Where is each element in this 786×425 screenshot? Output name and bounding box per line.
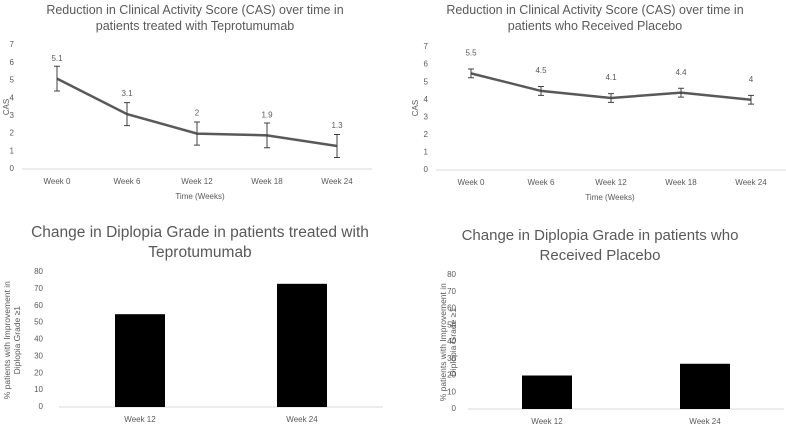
y-tick-label: 10 [447, 387, 456, 396]
bar [680, 363, 730, 409]
y-tick-label: 0 [10, 164, 15, 173]
x-tick-label: Week 18 [665, 178, 697, 187]
data-label: 4.1 [605, 73, 617, 82]
error-bar [538, 86, 544, 96]
y-tick-label: 6 [424, 60, 429, 69]
error-bar [678, 87, 684, 98]
y-tick-label: 5 [424, 77, 429, 86]
x-axis-label: Time (Weeks) [175, 192, 225, 201]
data-label: 4.4 [675, 68, 687, 77]
y-tick-label: 5 [10, 76, 15, 85]
x-tick-label: Week 12 [531, 417, 563, 425]
y-tick-label: 0 [424, 165, 429, 174]
error-bar [194, 121, 200, 146]
y-tick-label: 40 [34, 335, 43, 344]
error-bar [468, 68, 474, 79]
x-tick-label: Week 0 [458, 178, 486, 187]
x-tick-label: Week 0 [44, 177, 72, 186]
y-tick-label: 20 [447, 371, 456, 380]
data-label: 1.3 [331, 121, 343, 130]
x-tick-label: Week 24 [735, 178, 767, 187]
y-tick-label: 7 [424, 42, 429, 51]
data-label: 4 [749, 75, 754, 84]
y-tick-label: 70 [34, 284, 43, 293]
y-tick-label: 1 [10, 146, 15, 155]
y-tick-label: 1 [424, 148, 429, 157]
data-label: 5.1 [51, 54, 63, 63]
bar [115, 314, 165, 407]
y-tick-label: 60 [447, 304, 456, 313]
chart-title: Change in Diplopia Grade in patients tre… [31, 224, 369, 262]
y-tick-label: 10 [34, 385, 43, 394]
error-bar [608, 93, 614, 103]
x-tick-label: Week 24 [286, 415, 318, 424]
y-tick-label: 0 [452, 404, 457, 413]
y-tick-label: 4 [10, 93, 15, 102]
x-tick-label: Week 24 [689, 417, 721, 425]
x-tick-label: Week 12 [181, 177, 213, 186]
data-label: 1.9 [261, 110, 273, 119]
y-tick-label: 80 [447, 270, 456, 279]
y-tick-label: 60 [34, 301, 43, 310]
data-label: 5.5 [465, 48, 477, 57]
y-tick-label: 50 [447, 320, 456, 329]
error-bar [124, 102, 130, 127]
y-tick-label: 40 [447, 337, 456, 346]
y-tick-label: 70 [447, 287, 456, 296]
y-axis-label: % patients with Improvement in Diplopia … [1, 281, 22, 400]
y-tick-label: 30 [34, 351, 43, 360]
x-tick-label: Week 12 [124, 415, 156, 424]
y-tick-label: 3 [424, 112, 429, 121]
error-bar [334, 133, 340, 158]
y-tick-label: 2 [10, 129, 15, 138]
y-tick-label: 20 [34, 368, 43, 377]
y-axis-label: CAS [411, 100, 420, 116]
y-axis-label: % patients with Improvement in Diplopia … [437, 283, 458, 402]
x-tick-label: Week 12 [595, 178, 627, 187]
y-tick-label: 6 [10, 58, 15, 67]
data-label: 2 [195, 109, 200, 118]
bar [522, 375, 572, 409]
y-axis-label: CAS [2, 99, 11, 115]
chart-title: Reduction in Clinical Activity Score (CA… [446, 3, 744, 34]
error-bar [54, 65, 60, 92]
x-axis-label: Time (Weeks) [585, 193, 635, 202]
x-tick-label: Week 24 [321, 177, 353, 186]
data-label: 3.1 [121, 89, 133, 98]
y-tick-label: 3 [10, 111, 15, 120]
y-tick-label: 2 [424, 130, 429, 139]
chart-title: Reduction in Clinical Activity Score (CA… [46, 3, 344, 34]
y-tick-label: 7 [10, 40, 15, 49]
x-tick-label: Week 6 [114, 177, 142, 186]
y-tick-label: 80 [34, 267, 43, 276]
x-tick-label: Week 6 [528, 178, 556, 187]
y-tick-label: 30 [447, 354, 456, 363]
y-tick-label: 50 [34, 318, 43, 327]
error-bar [264, 122, 270, 149]
y-tick-label: 4 [424, 95, 429, 104]
y-tick-label: 0 [39, 402, 44, 411]
chart-title: Change in Diplopia Grade in patients who… [461, 227, 739, 264]
data-label: 4.5 [535, 66, 547, 75]
error-bar [748, 94, 754, 105]
bar [277, 283, 327, 407]
x-tick-label: Week 18 [251, 177, 283, 186]
